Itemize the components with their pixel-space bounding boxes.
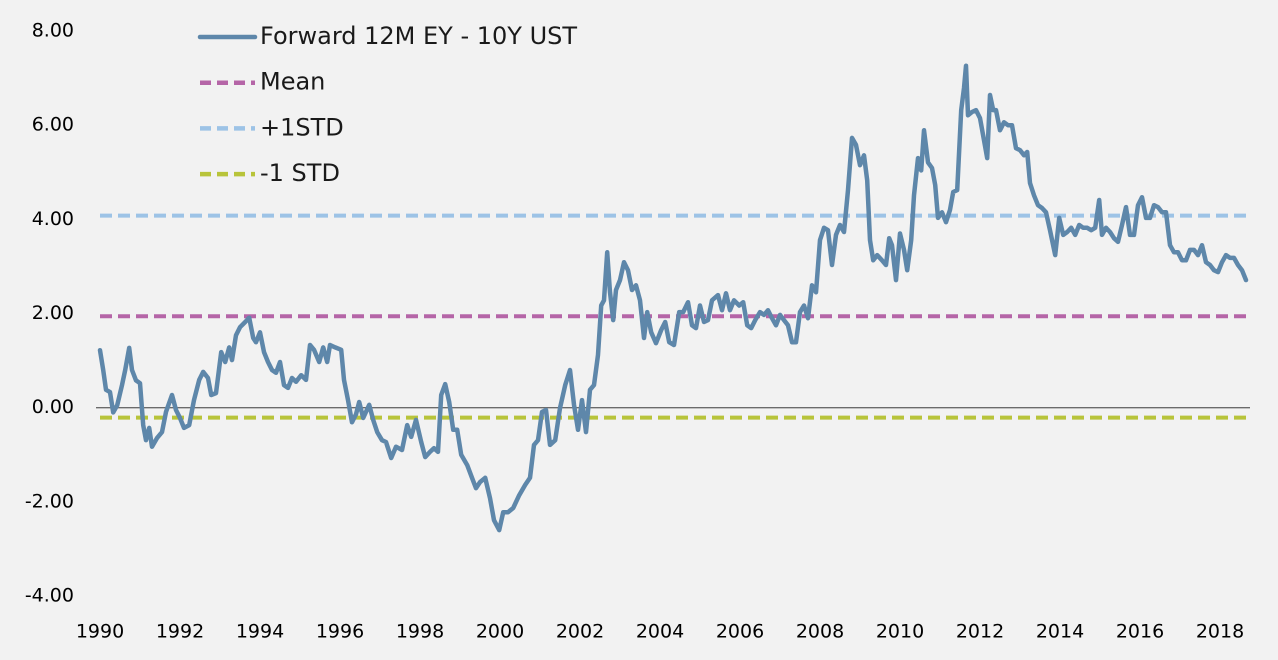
x-tick-label: 2016 xyxy=(1116,621,1164,643)
data-line xyxy=(97,63,1249,533)
y-tick-label: 4.00 xyxy=(32,208,74,230)
x-tick-label: 2012 xyxy=(956,621,1004,643)
x-tick-label: 1996 xyxy=(316,621,364,643)
legend-label: +1STD xyxy=(260,113,344,141)
y-tick-label: 6.00 xyxy=(32,114,74,136)
y-tick-label: 0.00 xyxy=(32,396,74,418)
y-tick-label: 8.00 xyxy=(32,20,74,42)
x-tick-label: 2000 xyxy=(476,621,524,643)
x-tick-label: 2006 xyxy=(716,621,764,643)
x-tick-label: 1994 xyxy=(236,621,284,643)
y-tick-label: -4.00 xyxy=(25,585,74,607)
y-tick-label: -2.00 xyxy=(25,490,74,512)
x-tick-label: 2010 xyxy=(876,621,924,643)
x-tick-label: 2008 xyxy=(796,621,844,643)
x-tick-label: 2004 xyxy=(636,621,684,643)
x-tick-label: 1990 xyxy=(76,621,124,643)
x-tick-label: 2002 xyxy=(556,621,604,643)
x-tick-label: 2014 xyxy=(1036,621,1084,643)
x-tick-label: 1992 xyxy=(156,621,204,643)
y-tick-label: 2.00 xyxy=(32,302,74,324)
legend-label: Mean xyxy=(260,68,325,96)
legend-label: -1 STD xyxy=(260,159,340,187)
x-tick-label: 1998 xyxy=(396,621,444,643)
x-tick-label: 2018 xyxy=(1196,621,1244,643)
legend-label: Forward 12M EY - 10Y UST xyxy=(260,22,577,50)
